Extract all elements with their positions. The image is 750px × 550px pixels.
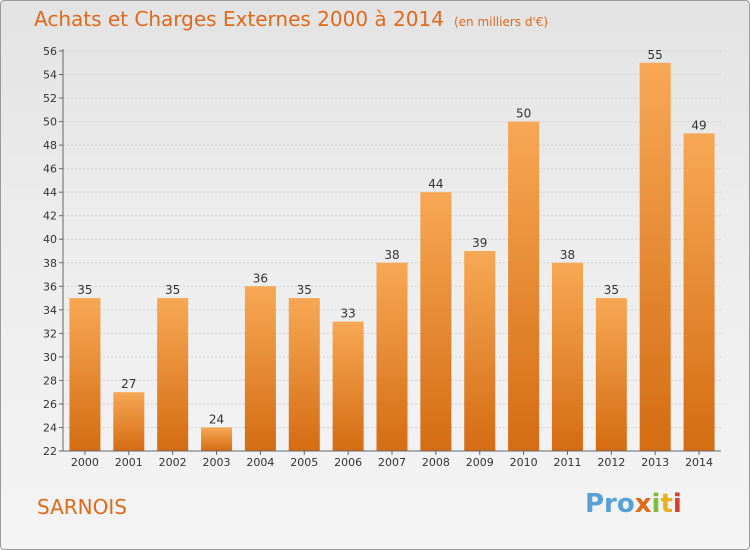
logo-part-x: x — [634, 489, 652, 519]
bar[interactable] — [420, 192, 452, 452]
bar-value-label: 44 — [428, 177, 443, 191]
y-tick-label: 38 — [43, 257, 57, 270]
bars: 35 27 35 24 36 35 33 38 44 39 50 38 35 55 49 — [69, 48, 715, 452]
bar-value-label: 27 — [121, 377, 136, 391]
y-tick-label: 24 — [43, 421, 57, 434]
logo-part-pro: Pro — [585, 489, 635, 519]
logo-part-i2: i — [672, 489, 682, 519]
y-tick-label: 34 — [43, 304, 57, 317]
y-tick-label: 28 — [43, 374, 57, 387]
bar-value-label: 33 — [340, 307, 355, 321]
x-tick-label: 2005 — [290, 456, 318, 469]
y-tick-label: 30 — [43, 351, 57, 364]
x-tick-label: 2004 — [246, 456, 274, 469]
subtitle-text: (en milliers d'€) — [453, 15, 549, 29]
bar[interactable] — [69, 298, 101, 451]
x-tick-label: 2008 — [422, 456, 450, 469]
x-tick-label: 2000 — [71, 456, 99, 469]
bar[interactable] — [683, 133, 715, 451]
bar-value-label: 35 — [77, 283, 92, 297]
y-tick-label: 46 — [43, 163, 57, 176]
x-tick-label: 2007 — [378, 456, 406, 469]
proxiti-logo[interactable]: Proxiti — [585, 489, 682, 519]
bar[interactable] — [464, 251, 496, 451]
logo-part-t: t — [660, 489, 673, 519]
y-tick-label: 48 — [43, 139, 57, 152]
y-tick-label: 26 — [43, 398, 57, 411]
y-tick-label: 54 — [43, 69, 57, 82]
bar[interactable] — [244, 286, 276, 451]
chart-title: Achats et Charges Externes 2000 à 2014 (e… — [34, 7, 548, 31]
x-tick-label: 2011 — [553, 456, 581, 469]
bar-value-label: 38 — [560, 248, 575, 262]
y-tick-label: 40 — [43, 233, 57, 246]
bar[interactable] — [288, 298, 320, 451]
x-tick-label: 2001 — [115, 456, 143, 469]
bar[interactable] — [551, 262, 583, 451]
x-tick-label: 2013 — [641, 456, 669, 469]
y-tick-label: 42 — [43, 210, 57, 223]
bar[interactable] — [157, 298, 189, 451]
bar[interactable] — [639, 62, 671, 451]
logo-part-i: i — [651, 489, 661, 519]
x-tick-label: 2003 — [203, 456, 231, 469]
bar[interactable] — [376, 262, 408, 451]
x-tick-label: 2006 — [334, 456, 362, 469]
x-tick-label: 2009 — [466, 456, 494, 469]
y-tick-label: 36 — [43, 280, 57, 293]
x-tick-label: 2010 — [510, 456, 538, 469]
bar-value-label: 55 — [648, 48, 663, 62]
bar-value-label: 36 — [253, 271, 268, 285]
bar[interactable] — [113, 392, 145, 451]
y-tick-label: 32 — [43, 327, 57, 340]
y-tick-label: 44 — [43, 186, 57, 199]
y-tick-label: 50 — [43, 116, 57, 129]
bar[interactable] — [201, 427, 233, 451]
town-name: SARNOIS — [37, 495, 127, 519]
bar-value-label: 39 — [472, 236, 487, 250]
x-tick-label: 2012 — [597, 456, 625, 469]
x-tick-label: 2002 — [159, 456, 187, 469]
y-tick-label: 52 — [43, 92, 57, 105]
bar-value-label: 50 — [516, 107, 531, 121]
y-tick-label: 56 — [43, 45, 57, 58]
axes: 22 24 26 28 30 32 34 36 38 40 42 44 46 48 50 52 54 56 2000… — [43, 45, 721, 469]
bar-value-label: 38 — [384, 248, 399, 262]
bar[interactable] — [508, 121, 540, 452]
y-tick-label: 22 — [43, 445, 57, 458]
bar-value-label: 35 — [297, 283, 312, 297]
title-text: Achats et Charges Externes 2000 à 2014 — [34, 7, 444, 31]
x-tick-label: 2014 — [685, 456, 713, 469]
bar-value-label: 24 — [209, 412, 224, 426]
bar[interactable] — [332, 321, 364, 451]
bar[interactable] — [595, 298, 627, 451]
bar-value-label: 35 — [165, 283, 180, 297]
bar-value-label: 49 — [691, 118, 706, 132]
bar-value-label: 35 — [604, 283, 619, 297]
